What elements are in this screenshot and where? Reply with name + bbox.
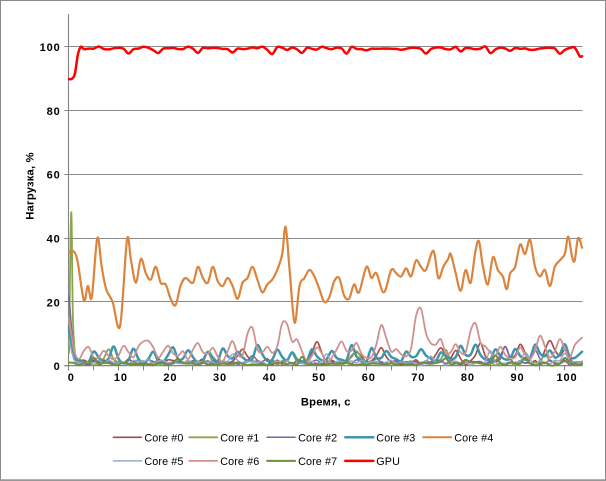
svg-text:Время, с: Время, с [301, 396, 351, 408]
svg-text:40: 40 [263, 372, 277, 384]
svg-text:20: 20 [163, 372, 177, 384]
svg-text:0: 0 [54, 361, 61, 373]
svg-text:60: 60 [47, 170, 61, 182]
svg-text:20: 20 [47, 297, 61, 309]
svg-text:30: 30 [213, 372, 227, 384]
svg-text:Core #3: Core #3 [376, 432, 415, 444]
svg-text:70: 70 [411, 372, 425, 384]
svg-text:90: 90 [510, 372, 524, 384]
svg-text:Core #1: Core #1 [220, 432, 259, 444]
svg-text:Core #7: Core #7 [298, 456, 337, 468]
svg-text:Core #6: Core #6 [220, 456, 259, 468]
svg-text:10: 10 [114, 372, 128, 384]
svg-text:50: 50 [312, 372, 326, 384]
svg-text:80: 80 [461, 372, 475, 384]
svg-text:60: 60 [362, 372, 376, 384]
svg-text:0: 0 [68, 372, 75, 384]
svg-text:40: 40 [47, 234, 61, 246]
svg-text:GPU: GPU [376, 456, 400, 468]
svg-text:Core #2: Core #2 [298, 432, 337, 444]
svg-text:100: 100 [40, 42, 61, 54]
svg-text:Core #5: Core #5 [144, 456, 183, 468]
svg-text:80: 80 [47, 106, 61, 118]
svg-text:Core #4: Core #4 [454, 432, 493, 444]
svg-text:100: 100 [556, 372, 577, 384]
svg-text:Core #0: Core #0 [144, 432, 183, 444]
svg-text:Нагрузка, %: Нагрузка, % [24, 152, 36, 219]
